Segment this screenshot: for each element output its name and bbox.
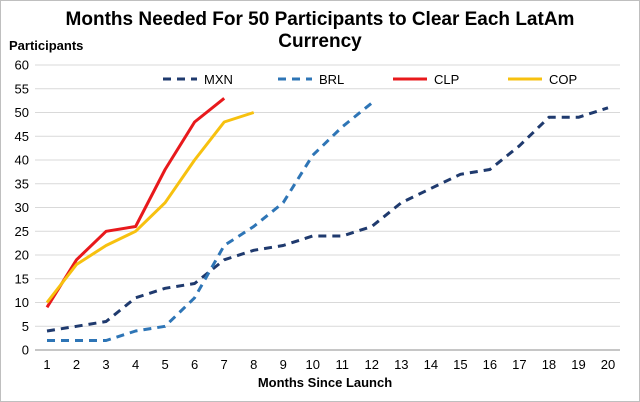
series-line-brl	[47, 101, 373, 342]
y-tick-label: 30	[15, 200, 29, 215]
x-tick-label: 19	[571, 357, 585, 372]
y-tick-label: 15	[15, 271, 29, 286]
y-tick-label: 45	[15, 129, 29, 144]
legend-label-clp: CLP	[434, 72, 459, 87]
y-tick-label: 20	[15, 248, 29, 263]
x-tick-label: 8	[250, 357, 257, 372]
x-tick-label: 13	[394, 357, 408, 372]
y-tick-label: 50	[15, 105, 29, 120]
y-axis-ticks: 0 5 10 15 20 25 30 35 40 45 50 55 60	[15, 58, 29, 358]
y-tick-label: 5	[22, 319, 29, 334]
series-line-clp	[45, 97, 226, 309]
y-tick-label: 55	[15, 81, 29, 96]
x-tick-label: 4	[132, 357, 139, 372]
x-tick-label: 7	[221, 357, 228, 372]
x-tick-label: 12	[365, 357, 379, 372]
x-tick-label: 16	[483, 357, 497, 372]
x-tick-label: 10	[306, 357, 320, 372]
x-tick-label: 2	[73, 357, 80, 372]
x-axis-ticks: 1 2 3 4 5 6 7 8 9 10 11 12 13 14 15 16 17 18 19 20	[43, 357, 615, 372]
y-axis-title: Participants	[9, 38, 83, 53]
y-tick-label: 10	[15, 295, 29, 310]
x-tick-label: 18	[542, 357, 556, 372]
x-tick-label: 3	[102, 357, 109, 372]
legend: MXN BRL CLP COP	[163, 72, 577, 87]
x-tick-label: 11	[336, 357, 350, 372]
x-tick-label: 14	[424, 357, 438, 372]
y-tick-label: 40	[15, 153, 29, 168]
x-tick-label: 1	[43, 357, 50, 372]
legend-label-cop: COP	[549, 72, 577, 87]
y-tick-label: 0	[22, 343, 29, 358]
y-tick-label: 25	[15, 224, 29, 239]
chart-title-line-1: Months Needed For 50 Participants to Cle…	[66, 9, 575, 30]
gridlines	[35, 64, 620, 351]
series-line-cop	[45, 111, 255, 304]
series-line-mxn	[46, 106, 609, 333]
x-tick-label: 6	[191, 357, 198, 372]
x-tick-label: 17	[512, 357, 526, 372]
x-tick-label: 9	[280, 357, 287, 372]
legend-label-brl: BRL	[319, 72, 344, 87]
y-tick-label: 35	[15, 176, 29, 191]
x-tick-label: 20	[601, 357, 615, 372]
x-tick-label: 15	[453, 357, 467, 372]
x-axis-title: Months Since Launch	[258, 375, 392, 390]
x-tick-label: 5	[161, 357, 168, 372]
series-lines	[45, 97, 609, 342]
legend-label-mxn: MXN	[204, 72, 233, 87]
chart-title-line-2: Currency	[278, 31, 362, 52]
y-tick-label: 60	[15, 58, 29, 73]
